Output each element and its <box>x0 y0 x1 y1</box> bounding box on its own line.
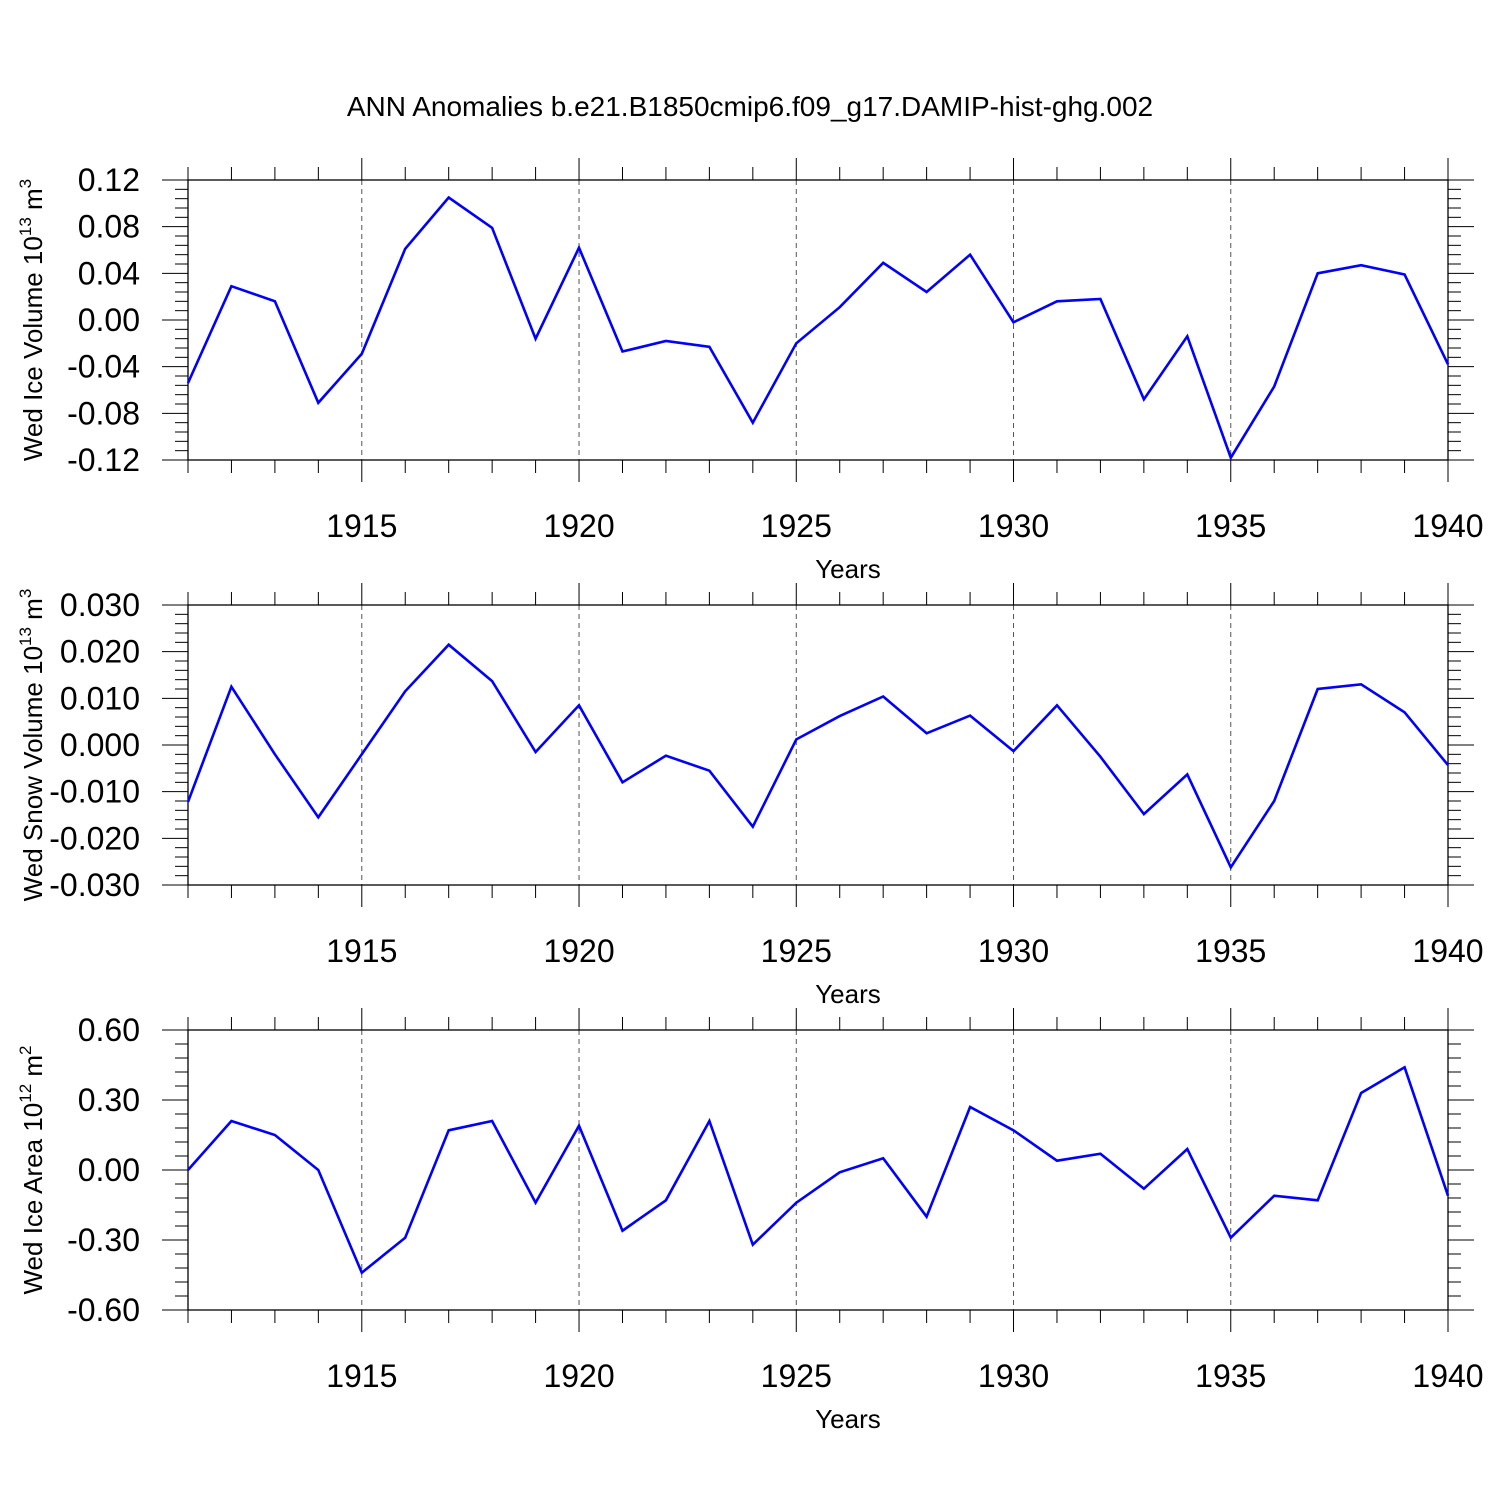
y-axis-title: Wed Ice Volume 1013 m3 <box>16 179 48 461</box>
chart-title: ANN Anomalies b.e21.B1850cmip6.f09_g17.D… <box>347 91 1153 122</box>
x-tick-label: 1925 <box>761 508 832 544</box>
y-tick-label: -0.30 <box>67 1222 140 1258</box>
series-line-1 <box>186 642 1450 870</box>
y-tick-label: -0.12 <box>67 442 140 478</box>
y-tick-label: 0.12 <box>78 162 140 198</box>
plot-frame <box>187 604 1449 886</box>
x-tick-label: 1930 <box>978 508 1049 544</box>
x-tick-label: 1930 <box>978 1358 1049 1394</box>
y-axis-title-unit-exponent: 3 <box>16 589 35 598</box>
y-axis-title: Wed Ice Area 1012 m2 <box>16 1045 48 1294</box>
x-tick-label: 1935 <box>1195 933 1266 969</box>
x-tick-label: 1940 <box>1412 933 1483 969</box>
x-tick-label: 1915 <box>326 933 397 969</box>
x-tick-label: 1940 <box>1412 1358 1483 1394</box>
y-axis-title-exponent: 13 <box>16 217 35 236</box>
y-axis-title-unit: m <box>18 1055 48 1084</box>
x-tick-label: 1915 <box>326 1358 397 1394</box>
y-axis-title-text: Wed Snow Volume 10 <box>18 646 48 901</box>
y-tick-label: -0.08 <box>67 395 140 431</box>
y-tick-label: 0.000 <box>60 727 140 763</box>
y-axis-title-unit: m <box>18 188 48 217</box>
y-tick-label: -0.04 <box>67 349 140 385</box>
x-tick-label: 1920 <box>543 1358 614 1394</box>
series-line-1 <box>187 1065 1450 1275</box>
y-axis-title-unit: m <box>18 598 48 627</box>
x-axis-title: Years <box>815 1404 881 1434</box>
x-tick-label: 1925 <box>761 933 832 969</box>
y-tick-label: 0.030 <box>60 587 140 623</box>
y-tick-label: 0.60 <box>78 1012 140 1048</box>
y-tick-label: 0.020 <box>60 634 140 670</box>
x-axis-title: Years <box>815 979 881 1009</box>
y-axis-title-text: Wed Ice Area 10 <box>18 1103 48 1295</box>
y-tick-label: 0.04 <box>78 255 140 291</box>
series-line-1 <box>186 195 1450 461</box>
x-tick-label: 1935 <box>1195 508 1266 544</box>
y-tick-label: 0.00 <box>78 1152 140 1188</box>
y-axis-title-unit-exponent: 2 <box>16 1045 35 1054</box>
x-tick-label: 1935 <box>1195 1358 1266 1394</box>
x-tick-label: 1930 <box>978 933 1049 969</box>
y-tick-label: 0.08 <box>78 209 140 245</box>
plot-panel-3: -0.60 -0.30 0.00 0.30 0.60 1915 1920 1925 1930 19… <box>16 1008 1484 1434</box>
x-tick-label: 1940 <box>1412 508 1483 544</box>
y-tick-label: -0.030 <box>49 867 140 903</box>
y-tick-label: 0.00 <box>78 302 140 338</box>
y-axis-title-unit-exponent: 3 <box>16 179 35 188</box>
y-axis-title-exponent: 12 <box>16 1084 35 1103</box>
y-tick-label: -0.020 <box>49 820 140 856</box>
x-tick-label: 1920 <box>543 508 614 544</box>
plot-panel-1: -0.12 -0.08 -0.04 0.00 0.04 0.08 0.12 1915 1920 1… <box>16 158 1484 584</box>
x-tick-label: 1925 <box>761 1358 832 1394</box>
plot-panel-2: -0.030 -0.020 -0.010 0.000 0.010 0.020 0.030 19… <box>16 583 1484 1009</box>
plot-frame <box>187 1029 1449 1311</box>
y-axis-title-text: Wed Ice Volume 10 <box>18 236 48 461</box>
x-tick-label: 1920 <box>543 933 614 969</box>
y-tick-label: 0.010 <box>60 680 140 716</box>
y-tick-label: -0.010 <box>49 774 140 810</box>
x-axis-title: Years <box>815 554 881 584</box>
x-tick-label: 1915 <box>326 508 397 544</box>
y-axis-title: Wed Snow Volume 1013 m3 <box>16 589 48 902</box>
y-axis-title-exponent: 13 <box>16 627 35 646</box>
y-tick-label: 0.30 <box>78 1082 140 1118</box>
y-tick-label: -0.60 <box>67 1292 140 1328</box>
